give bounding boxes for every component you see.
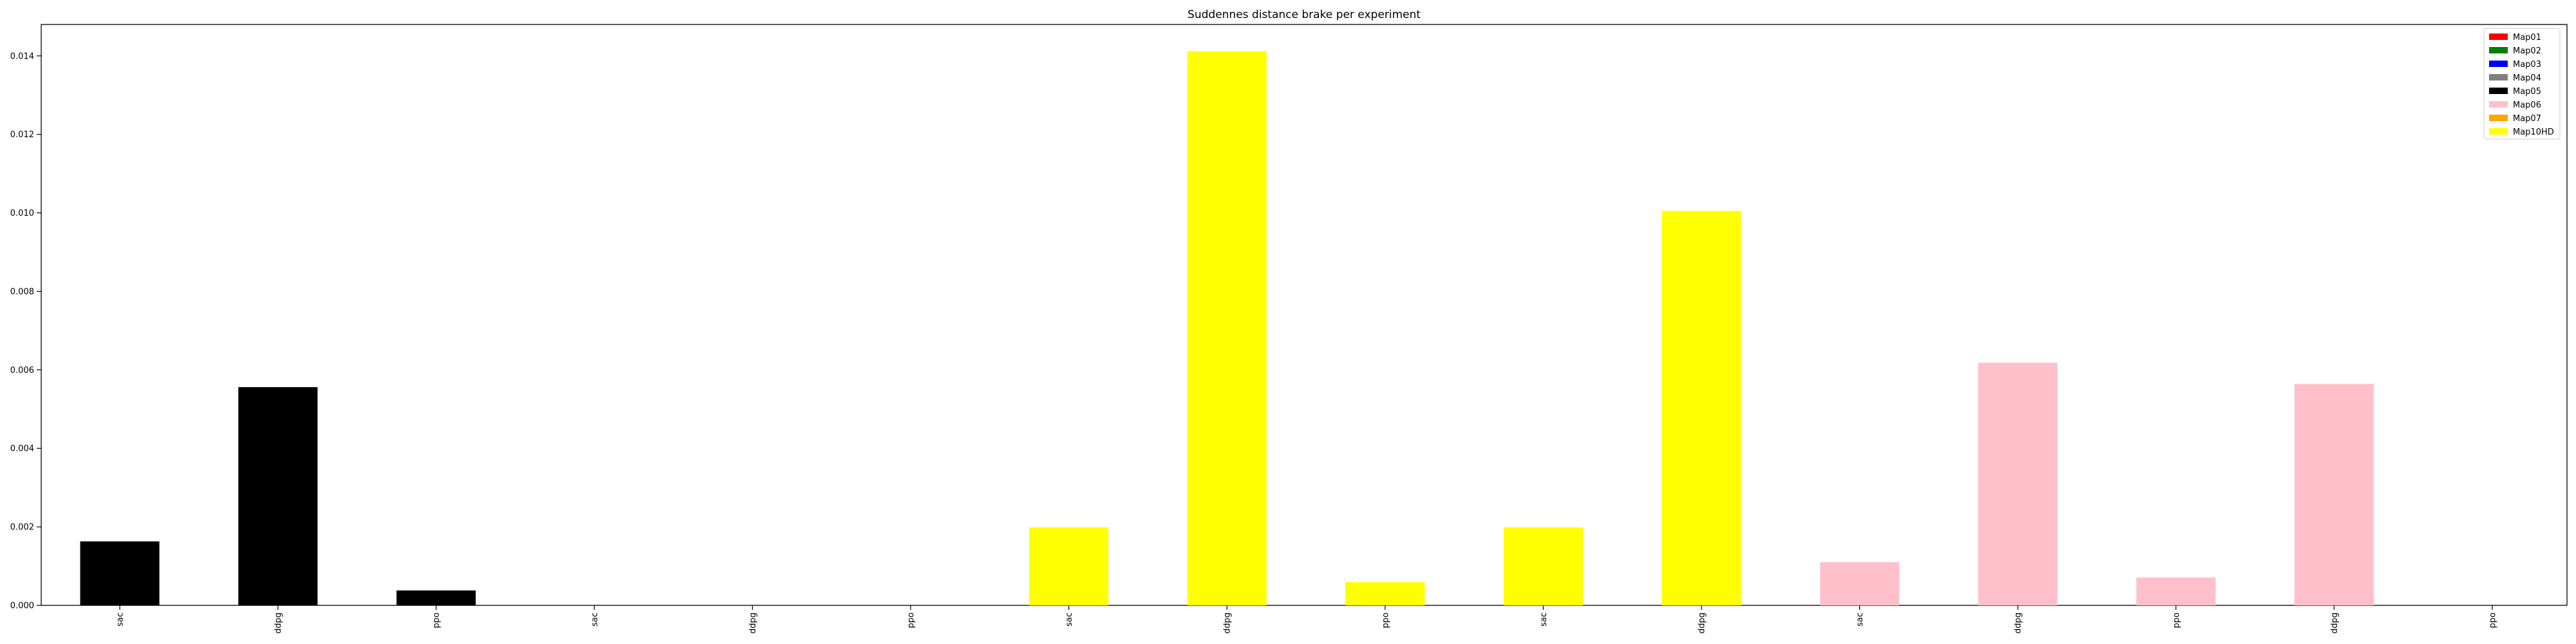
chart-title: Suddennes distance brake per experiment <box>1188 8 1421 21</box>
legend-label: Map03 <box>2513 60 2541 70</box>
y-tick-label: 0.000 <box>10 601 34 611</box>
y-tick-label: 0.002 <box>10 523 34 533</box>
bar-9 <box>1345 582 1425 605</box>
bar-8 <box>1187 51 1267 606</box>
x-tick-label: ddpg <box>2330 612 2340 634</box>
x-tick-label: ddpg <box>274 612 283 634</box>
x-axis: sac ddpg ppo sac ddpg ppo sac ddpg ppo sac ddpg sac… <box>116 605 2498 634</box>
y-tick-label: 0.014 <box>10 52 34 61</box>
bar-11 <box>1662 211 1741 605</box>
y-tick-label: 0.006 <box>10 366 34 375</box>
legend-swatch <box>2489 115 2508 121</box>
legend-swatch <box>2489 33 2508 40</box>
legend-label: Map07 <box>2513 114 2541 124</box>
x-tick-label: ppo <box>2172 612 2181 629</box>
x-tick-label: ppo <box>907 612 916 629</box>
x-tick-label: ddpg <box>748 612 758 634</box>
legend-label: Map01 <box>2513 33 2541 43</box>
x-tick-label: sac <box>1539 612 1549 627</box>
bar-10 <box>1503 527 1583 605</box>
bar-3 <box>396 590 476 605</box>
bar-13 <box>1978 363 2058 605</box>
legend-label: Map05 <box>2513 87 2541 97</box>
legend-swatch <box>2489 88 2508 94</box>
legend-label: Map02 <box>2513 46 2541 56</box>
y-tick-label: 0.010 <box>10 209 34 218</box>
legend: Map01 Map02 Map03 Map04 Map05 Map06 Map07 Map10… <box>2483 28 2561 140</box>
bar-15 <box>2294 384 2374 605</box>
x-tick-label: ppo <box>432 612 442 629</box>
plot-area-frame <box>41 24 2568 606</box>
x-tick-label: ddpg <box>1223 612 1233 634</box>
legend-label: Map10HD <box>2513 128 2554 137</box>
bars-group <box>80 51 2374 606</box>
y-tick-label: 0.012 <box>10 130 34 140</box>
legend-label: Map06 <box>2513 100 2541 110</box>
bar-14 <box>2136 577 2216 605</box>
legend-swatch <box>2489 101 2508 108</box>
legend-label: Map04 <box>2513 73 2541 83</box>
x-tick-label: sac <box>590 612 600 627</box>
y-tick-label: 0.008 <box>10 287 34 297</box>
legend-box <box>2483 28 2561 140</box>
y-axis: 0.000 0.002 0.004 0.006 0.008 0.010 0.012 0.014 <box>10 52 41 611</box>
x-tick-label: ppo <box>1381 612 1390 629</box>
x-tick-label: ddpg <box>2014 612 2023 634</box>
x-tick-label: ddpg <box>1698 612 1707 634</box>
legend-swatch <box>2489 47 2508 53</box>
y-tick-label: 0.004 <box>10 444 34 454</box>
bar-12 <box>1820 562 1900 605</box>
bar-2 <box>238 387 318 605</box>
legend-swatch <box>2489 128 2508 135</box>
x-tick-label: sac <box>1065 612 1074 627</box>
bar-7 <box>1029 527 1109 605</box>
legend-swatch <box>2489 74 2508 80</box>
bar-1 <box>80 541 160 605</box>
x-tick-label: ppo <box>2488 612 2498 629</box>
x-tick-label: sac <box>116 612 126 627</box>
x-tick-label: sac <box>1855 612 1865 627</box>
legend-swatch <box>2489 61 2508 67</box>
